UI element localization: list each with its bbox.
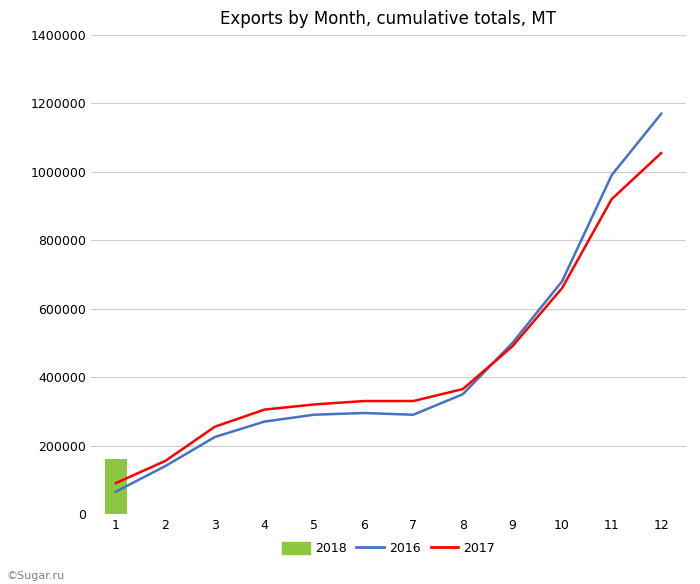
Bar	[104, 459, 127, 514]
Legend: 2018, 2016, 2017: 2018, 2016, 2017	[277, 537, 500, 560]
Text: ©Sugar.ru: ©Sugar.ru	[7, 571, 65, 581]
Title: Exports by Month, cumulative totals, MT: Exports by Month, cumulative totals, MT	[220, 10, 556, 28]
